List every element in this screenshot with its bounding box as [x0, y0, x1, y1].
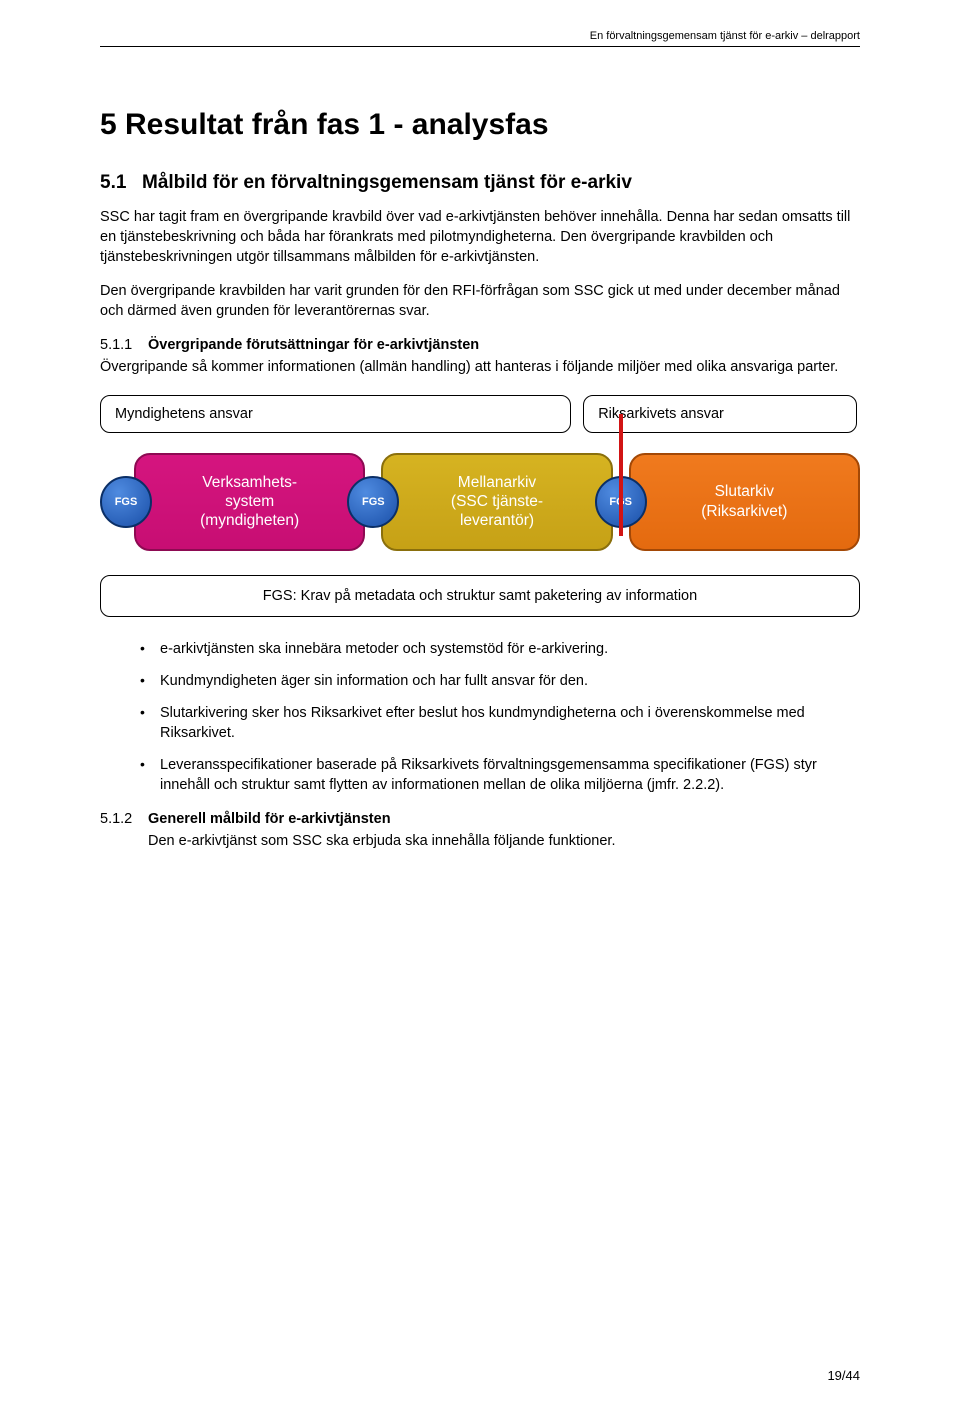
- list-item: e-arkivtjänsten ska innebära metoder och…: [140, 639, 860, 659]
- responsibility-myndighet-box: Myndighetens ansvar: [100, 395, 571, 433]
- running-header: En förvaltningsgemensam tjänst för e-ark…: [100, 30, 860, 47]
- list-item: Leveransspecifikationer baserade på Riks…: [140, 755, 860, 795]
- subsection-title: Övergripande förutsättningar för e-arkiv…: [148, 337, 479, 353]
- responsibility-divider: [619, 414, 623, 536]
- flow-row: FGS Verksamhets- system (myndigheten) FG…: [100, 447, 860, 557]
- section-5-1-paragraph-2: Den övergripande kravbilden har varit gr…: [100, 281, 860, 321]
- section-5-1-2-paragraph: Den e-arkivtjänst som SSC ska erbjuda sk…: [100, 831, 860, 851]
- flow-box-slutarkiv: Slutarkiv (Riksarkivet): [629, 453, 860, 551]
- responsibility-flow-diagram: Myndighetens ansvar Riksarkivets ansvar …: [100, 395, 860, 617]
- flow-box-mellanarkiv: Mellanarkiv (SSC tjänste- leverantör): [381, 453, 612, 551]
- chapter-heading: 5 Resultat från fas 1 - analysfas: [100, 107, 860, 143]
- list-item: Kundmyndigheten äger sin information och…: [140, 671, 860, 691]
- subsection-number: 5.1.1: [100, 335, 148, 355]
- flow-box-label: Mellanarkiv (SSC tjänste- leverantör): [451, 473, 543, 531]
- section-5-1-heading: 5.1Målbild för en förvaltningsgemensam t…: [100, 171, 860, 195]
- subsection-number: 5.1.2: [100, 809, 148, 829]
- section-title: Målbild för en förvaltningsgemensam tjän…: [142, 172, 632, 193]
- section-5-1-1-paragraph: Övergripande så kommer informationen (al…: [100, 357, 860, 377]
- fgs-caption: FGS: Krav på metadata och struktur samt …: [100, 575, 860, 617]
- list-item: Slutarkivering sker hos Riksarkivet efte…: [140, 703, 860, 743]
- subsection-title: Generell målbild för e-arkivtjänsten: [148, 811, 391, 827]
- responsibility-row: Myndighetens ansvar Riksarkivets ansvar: [100, 395, 860, 433]
- section-5-1-2-heading: 5.1.2Generell målbild för e-arkivtjänste…: [100, 809, 860, 829]
- section-5-1-paragraph-1: SSC har tagit fram en övergripande kravb…: [100, 207, 860, 267]
- flow-box-verksamhetssystem: Verksamhets- system (myndigheten): [134, 453, 365, 551]
- fgs-badge-1: FGS: [100, 476, 152, 528]
- responsibility-riksarkivet-box: Riksarkivets ansvar: [583, 395, 857, 433]
- section-5-1-1-heading: 5.1.1Övergripande förutsättningar för e-…: [100, 335, 860, 355]
- prerequisite-bullet-list: e-arkivtjänsten ska innebära metoder och…: [100, 639, 860, 795]
- page-number: 19/44: [827, 1368, 860, 1383]
- flow-box-label: Verksamhets- system (myndigheten): [200, 473, 299, 531]
- flow-box-label: Slutarkiv (Riksarkivet): [701, 482, 787, 521]
- fgs-badge-2: FGS: [347, 476, 399, 528]
- section-number: 5.1: [100, 171, 142, 195]
